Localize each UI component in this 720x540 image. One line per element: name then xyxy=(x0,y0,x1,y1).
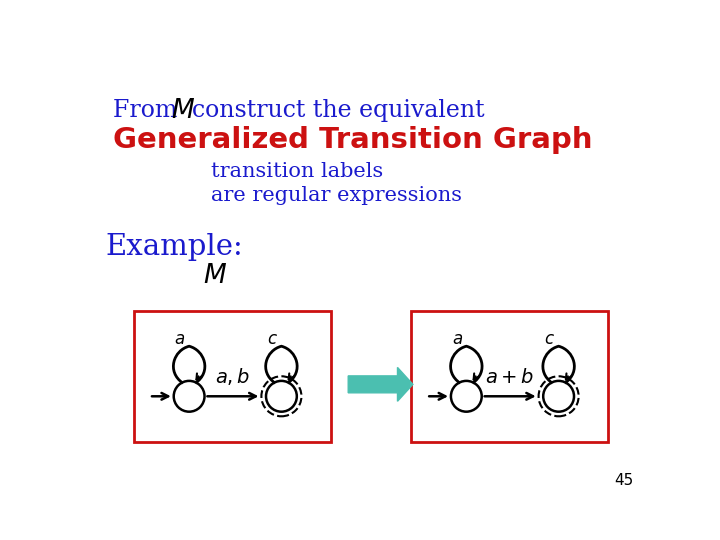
Text: $a$: $a$ xyxy=(174,331,186,348)
Circle shape xyxy=(174,381,204,411)
Text: transition labels: transition labels xyxy=(211,162,383,181)
Text: Generalized Transition Graph: Generalized Transition Graph xyxy=(113,126,593,154)
Bar xyxy=(411,311,608,442)
Bar xyxy=(134,311,330,442)
Text: $c$: $c$ xyxy=(544,331,555,348)
Text: $a+b$: $a+b$ xyxy=(485,368,535,387)
Text: $a$: $a$ xyxy=(451,331,463,348)
Text: Example:: Example: xyxy=(106,233,243,261)
Text: 45: 45 xyxy=(615,473,634,488)
Circle shape xyxy=(266,381,297,411)
Text: $a,b$: $a,b$ xyxy=(215,366,251,387)
Text: construct the equivalent: construct the equivalent xyxy=(192,99,485,123)
Text: $\mathit{M}$: $\mathit{M}$ xyxy=(204,264,228,289)
Circle shape xyxy=(543,381,574,411)
Text: $c$: $c$ xyxy=(266,331,278,348)
Circle shape xyxy=(451,381,482,411)
Text: are regular expressions: are regular expressions xyxy=(211,186,462,205)
Polygon shape xyxy=(348,367,413,401)
Text: $\mathit{M}$: $\mathit{M}$ xyxy=(171,98,195,124)
Text: From: From xyxy=(113,99,185,123)
